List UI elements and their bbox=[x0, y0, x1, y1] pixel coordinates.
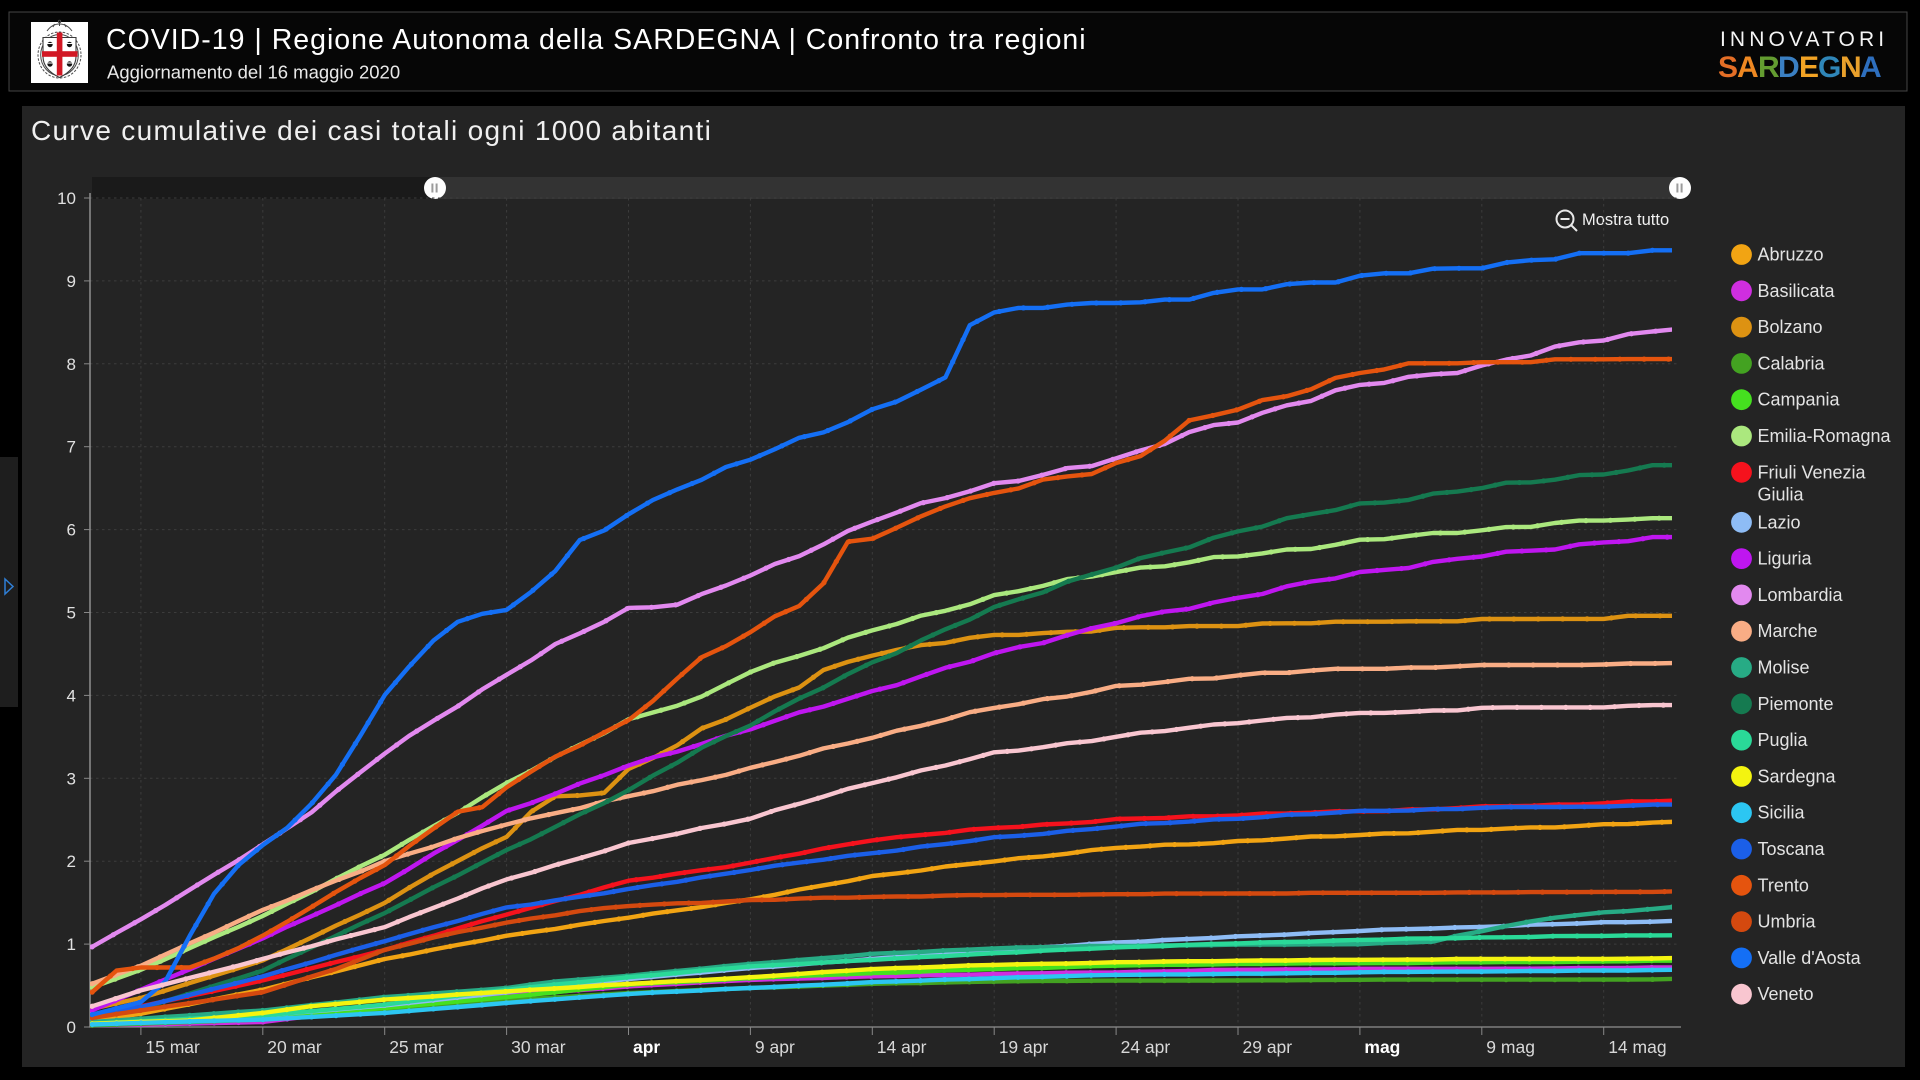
svg-text:Puglia: Puglia bbox=[1758, 730, 1809, 750]
svg-text:apr: apr bbox=[633, 1037, 660, 1057]
svg-text:14 mag: 14 mag bbox=[1608, 1037, 1666, 1057]
svg-text:Bolzano: Bolzano bbox=[1758, 317, 1823, 337]
svg-text:Mostra tutto: Mostra tutto bbox=[1582, 211, 1669, 229]
svg-text:Friuli Venezia: Friuli Venezia bbox=[1758, 462, 1867, 482]
svg-text:mag: mag bbox=[1364, 1037, 1400, 1057]
svg-text:COVID-19 | Regione Autonoma de: COVID-19 | Regione Autonoma della SARDEG… bbox=[106, 24, 1087, 56]
svg-text:20 mar: 20 mar bbox=[267, 1037, 322, 1057]
svg-text:Sardegna: Sardegna bbox=[1758, 766, 1837, 786]
svg-text:29 apr: 29 apr bbox=[1243, 1037, 1293, 1057]
svg-text:A: A bbox=[1860, 51, 1882, 84]
svg-text:Basilicata: Basilicata bbox=[1758, 281, 1836, 301]
svg-text:2: 2 bbox=[67, 852, 76, 871]
svg-text:D: D bbox=[1778, 51, 1800, 84]
svg-text:4: 4 bbox=[67, 686, 76, 705]
svg-text:14 apr: 14 apr bbox=[877, 1037, 927, 1057]
svg-text:3: 3 bbox=[67, 769, 76, 788]
svg-text:Toscana: Toscana bbox=[1758, 839, 1826, 859]
svg-text:15 mar: 15 mar bbox=[145, 1037, 200, 1057]
svg-text:Piemonte: Piemonte bbox=[1758, 694, 1834, 714]
svg-text:Sicilia: Sicilia bbox=[1758, 803, 1806, 823]
svg-text:1: 1 bbox=[67, 935, 76, 954]
svg-text:G: G bbox=[1818, 51, 1841, 84]
svg-text:Molise: Molise bbox=[1758, 658, 1810, 678]
svg-text:10: 10 bbox=[57, 189, 76, 208]
svg-text:R: R bbox=[1758, 51, 1780, 84]
svg-text:N: N bbox=[1840, 51, 1862, 84]
svg-text:6: 6 bbox=[67, 521, 76, 540]
svg-text:5: 5 bbox=[67, 604, 76, 623]
svg-text:9 apr: 9 apr bbox=[755, 1037, 795, 1057]
svg-text:Valle d'Aosta: Valle d'Aosta bbox=[1758, 948, 1862, 968]
svg-text:Abruzzo: Abruzzo bbox=[1758, 245, 1824, 265]
svg-text:Emilia-Romagna: Emilia-Romagna bbox=[1758, 426, 1892, 446]
svg-text:Marche: Marche bbox=[1758, 621, 1818, 641]
svg-text:0: 0 bbox=[67, 1018, 76, 1037]
svg-text:8: 8 bbox=[67, 355, 76, 374]
svg-text:25 mar: 25 mar bbox=[389, 1037, 444, 1057]
svg-text:Calabria: Calabria bbox=[1758, 353, 1826, 373]
svg-text:Liguria: Liguria bbox=[1758, 549, 1813, 569]
svg-text:30 mar: 30 mar bbox=[511, 1037, 566, 1057]
svg-text:Giulia: Giulia bbox=[1758, 484, 1805, 504]
svg-text:7: 7 bbox=[67, 438, 76, 457]
svg-text:Lazio: Lazio bbox=[1758, 512, 1801, 532]
svg-text:INNOVATORI: INNOVATORI bbox=[1720, 28, 1888, 51]
svg-text:Curve cumulative dei casi tota: Curve cumulative dei casi totali ogni 10… bbox=[31, 115, 712, 146]
svg-text:S: S bbox=[1718, 51, 1738, 84]
svg-text:19 apr: 19 apr bbox=[999, 1037, 1049, 1057]
svg-text:Aggiornamento del 16 maggio 20: Aggiornamento del 16 maggio 2020 bbox=[107, 62, 400, 83]
svg-text:Campania: Campania bbox=[1758, 390, 1841, 410]
svg-text:9: 9 bbox=[67, 272, 76, 291]
svg-text:Trento: Trento bbox=[1758, 875, 1809, 895]
svg-text:24 apr: 24 apr bbox=[1121, 1037, 1171, 1057]
svg-text:9 mag: 9 mag bbox=[1486, 1037, 1535, 1057]
svg-text:Veneto: Veneto bbox=[1758, 984, 1814, 1004]
svg-text:E: E bbox=[1799, 51, 1819, 84]
svg-text:A: A bbox=[1737, 51, 1759, 84]
svg-text:Umbria: Umbria bbox=[1758, 912, 1817, 932]
svg-text:Lombardia: Lombardia bbox=[1758, 585, 1844, 605]
